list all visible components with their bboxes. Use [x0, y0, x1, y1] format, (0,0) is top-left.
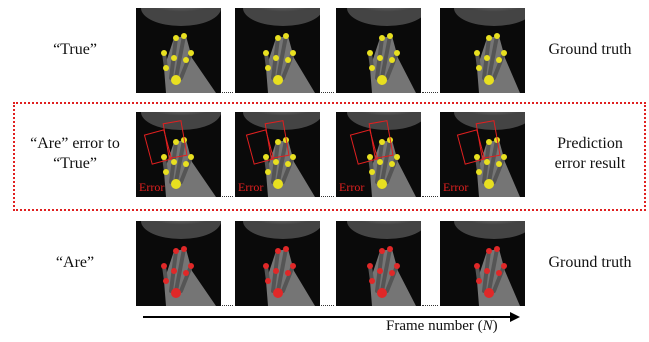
description-line: Ground truth [535, 40, 645, 60]
row-label: “True” [10, 40, 140, 60]
label-line: “Are” [10, 253, 140, 273]
dotted-link [222, 305, 233, 306]
dotted-link [321, 196, 334, 197]
dotted-link [222, 196, 233, 197]
dotted-link [321, 92, 334, 93]
dotted-link [422, 92, 438, 93]
frame-svg [235, 8, 320, 93]
figure: Frame number (N) “True” Ground truth [0, 0, 649, 342]
frame-image [440, 8, 525, 93]
description-line: error result [535, 154, 645, 174]
axis-close: ) [493, 318, 498, 334]
frame-svg [235, 221, 320, 306]
frame-image [336, 221, 421, 306]
label-line: “True” [10, 154, 140, 174]
row-description: Ground truth [535, 40, 645, 60]
dotted-link [222, 92, 233, 93]
error-label: Error [339, 180, 364, 195]
axis-variable: N [483, 318, 493, 334]
dotted-link [422, 305, 438, 306]
description-line: Ground truth [535, 253, 645, 273]
axis-label: Frame number (N) [386, 318, 498, 335]
label-line: “True” [10, 40, 140, 60]
error-label: Error [443, 180, 468, 195]
frame-image [136, 221, 221, 306]
frame-svg [440, 8, 525, 93]
frame-image [235, 221, 320, 306]
frame-image [336, 8, 421, 93]
frame-svg [440, 221, 525, 306]
row-label: “Are” [10, 253, 140, 273]
row-description: Ground truth [535, 253, 645, 273]
dotted-link [321, 305, 334, 306]
frame-svg [136, 8, 221, 93]
frame-image [440, 221, 525, 306]
frame-svg [136, 221, 221, 306]
dotted-link [422, 196, 438, 197]
frame-image [136, 8, 221, 93]
label-line: “Are” error to [10, 134, 140, 154]
frame-image [235, 8, 320, 93]
error-label: Error [139, 180, 164, 195]
axis-text: Frame number ( [386, 318, 483, 334]
row-label: “Are” error to“True” [10, 134, 140, 174]
description-line: Prediction [535, 134, 645, 154]
error-label: Error [238, 180, 263, 195]
frame-svg [336, 221, 421, 306]
frame-svg [336, 8, 421, 93]
